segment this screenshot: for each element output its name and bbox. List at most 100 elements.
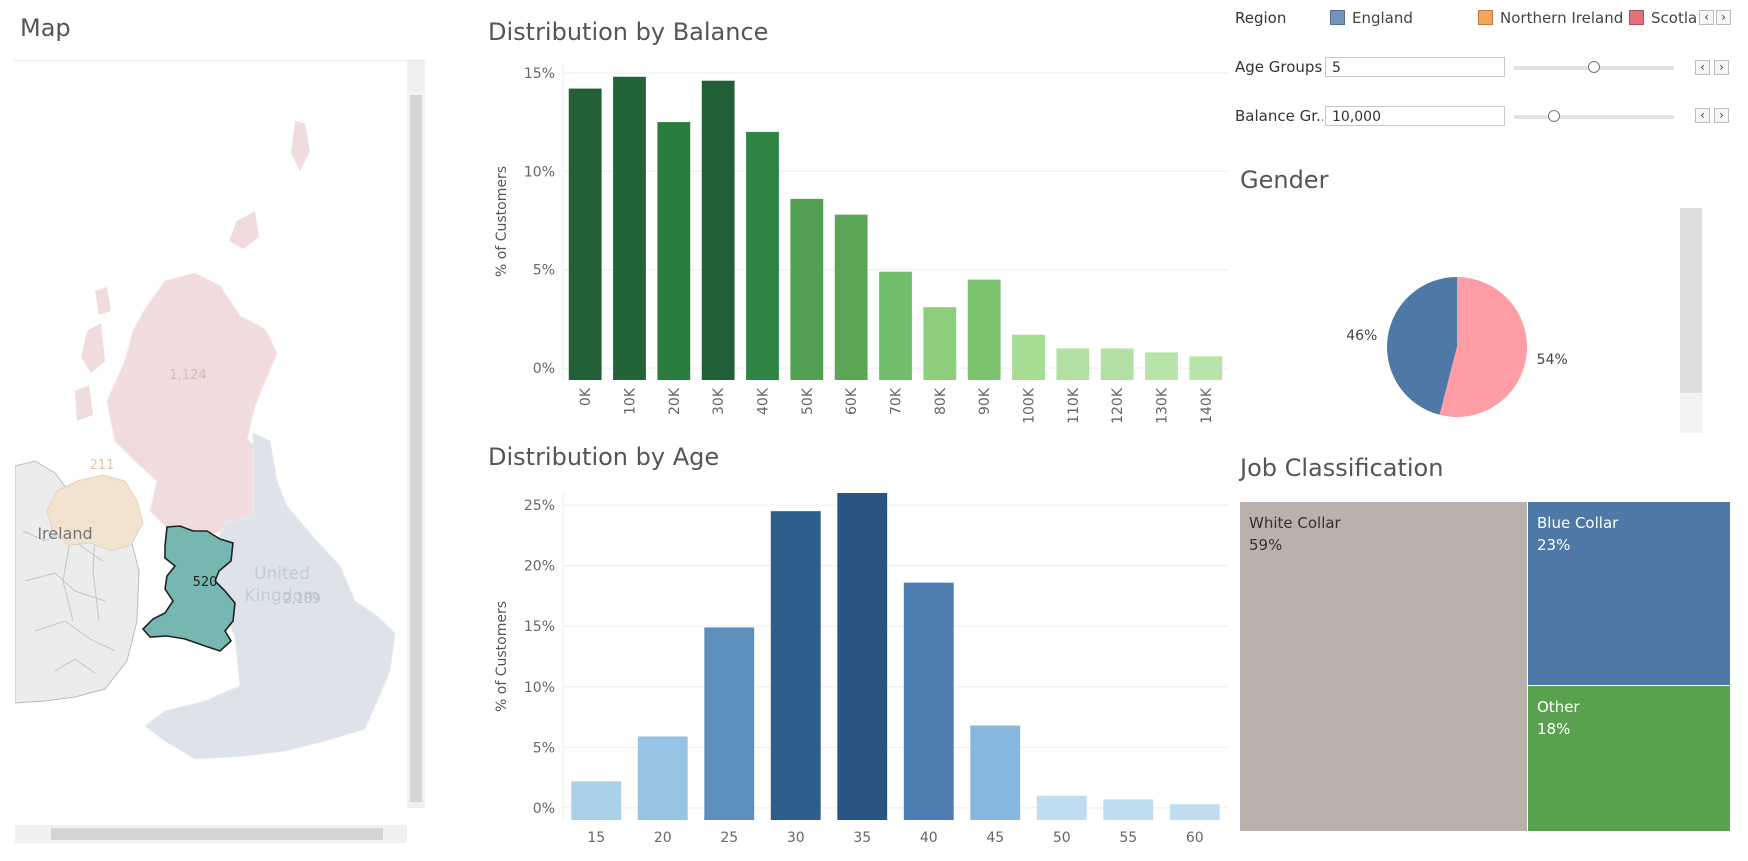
legend-item-england[interactable]: England [1330,9,1480,27]
age-groups-input[interactable]: 5 [1325,57,1505,77]
x-tick-label: 140K [1199,387,1215,424]
bar-120K[interactable] [1100,348,1134,380]
balance-groups-prev-button[interactable]: ‹ [1695,108,1710,123]
x-tick-label: 20K [667,387,683,415]
x-tick-label: 35 [853,830,871,846]
map-title: Map [20,14,71,42]
map-horizontal-scroll-thumb[interactable] [51,828,383,840]
wales-count-label: 520 [193,575,218,590]
legend-item-northern-ireland[interactable]: Northern Ireland [1478,9,1628,27]
pie-slice-0[interactable] [1387,277,1457,415]
bar-80K[interactable] [923,307,957,380]
x-tick-label: 100K [1022,387,1038,424]
y-tick-label: 0% [533,801,555,817]
bar-20[interactable] [637,736,688,820]
x-tick-label: 130K [1155,387,1171,424]
bar-25[interactable] [704,627,755,820]
x-tick-label: 20 [654,830,672,846]
bar-110K[interactable] [1056,348,1090,380]
legend-next-button[interactable]: › [1716,10,1731,25]
age-groups-next-button[interactable]: › [1714,60,1729,75]
y-tick-label: 25% [524,498,555,514]
age-chart-title: Distribution by Age [488,443,720,471]
gender-title: Gender [1240,166,1329,194]
treemap-cell-white-collar[interactable]: White Collar 59% [1240,502,1527,831]
uk-country-label-line1: United [254,564,310,584]
y-tick-label: 10% [524,680,555,696]
y-axis-title: % of Customers [494,601,510,712]
bar-55[interactable] [1103,799,1154,820]
bar-40K[interactable] [746,131,779,380]
y-tick-label: 20% [524,559,555,575]
legend-label-england: England [1352,9,1413,27]
map-horizontal-scrollbar[interactable] [15,825,407,843]
treemap-label-white-collar: White Collar [1249,514,1341,532]
bar-30K[interactable] [701,80,735,381]
age-groups-slider-track[interactable] [1514,61,1674,73]
ireland-country-label: Ireland [37,524,92,543]
x-tick-label: 40 [920,830,938,846]
treemap-label-other: Other [1537,698,1580,716]
legend-item-scotland[interactable]: Scotla [1629,9,1699,27]
balance-groups-input[interactable]: 10,000 [1325,106,1505,126]
bar-45[interactable] [970,725,1021,820]
map-region-ireland[interactable] [15,460,140,704]
bar-50K[interactable] [790,198,824,380]
y-axis-title: % of Customers [494,166,510,277]
legend-prev-button[interactable]: ‹ [1699,10,1714,25]
map-vertical-scroll-thumb[interactable] [410,95,422,802]
x-tick-label: 90K [977,387,993,415]
balance-groups-next-button[interactable]: › [1714,108,1729,123]
treemap-label-blue-collar: Blue Collar [1537,514,1619,532]
bar-10K[interactable] [613,76,646,381]
x-tick-label: 30 [787,830,805,846]
treemap-cell-blue-collar[interactable]: Blue Collar 23% [1528,502,1730,685]
bar-60[interactable] [1169,804,1220,820]
bar-60K[interactable] [834,214,868,380]
region-legend-label: Region [1235,9,1287,27]
bar-140K[interactable] [1189,356,1223,380]
x-tick-label: 60 [1186,830,1204,846]
bar-50[interactable] [1036,795,1087,820]
map-region-northern-ireland[interactable] [46,474,144,552]
job-classification-title: Job Classification [1240,454,1444,482]
age-groups-prev-button[interactable]: ‹ [1695,60,1710,75]
bar-130K[interactable] [1145,352,1178,380]
treemap-cell-other[interactable]: Other 18% [1528,686,1730,831]
legend-swatch-northern-ireland [1478,10,1493,25]
scotland-count-label: 1,124 [169,368,206,383]
bar-70K[interactable] [879,271,912,380]
bar-15[interactable] [571,781,622,820]
northern-ireland-count-label: 211 [90,458,115,473]
legend-swatch-england [1330,10,1345,25]
map-title-divider [14,60,424,61]
bar-0K[interactable] [568,88,602,381]
pie-slice-1[interactable] [1439,277,1527,417]
y-tick-label: 15% [524,66,555,82]
y-tick-label: 5% [533,740,555,756]
x-tick-label: 110K [1066,387,1082,424]
balance-groups-slider-thumb[interactable] [1548,110,1560,122]
bar-30[interactable] [770,511,821,820]
bar-90K[interactable] [967,279,1001,380]
x-tick-label: 45 [986,830,1004,846]
legend-label-northern-ireland: Northern Ireland [1500,9,1624,27]
map-vertical-scrollbar[interactable] [407,61,425,808]
bar-100K[interactable] [1012,334,1045,380]
legend-swatch-scotland [1629,10,1644,25]
x-tick-label: 50K [800,387,816,415]
balance-groups-slider-track[interactable] [1514,110,1674,122]
y-tick-label: 15% [524,619,555,635]
map-region-wales[interactable] [141,525,236,652]
balance-chart: % of Customers 0% 5% 10% 15% 0K 10K 20K 30K 40K 50… [494,63,1228,424]
gender-scroll-thumb[interactable] [1680,208,1702,393]
x-tick-label: 50 [1053,830,1071,846]
bar-20K[interactable] [657,122,691,380]
age-groups-slider-thumb[interactable] [1588,61,1600,73]
bar-35[interactable] [837,493,888,820]
gender-scrollbar[interactable] [1680,208,1702,433]
map-view[interactable]: 1,124 211 Ireland 520 United Kingdom 2,1… [15,61,407,825]
bar-40[interactable] [903,582,954,820]
x-tick-label: 70K [889,387,905,415]
age-groups-label: Age Groups [1235,58,1323,76]
